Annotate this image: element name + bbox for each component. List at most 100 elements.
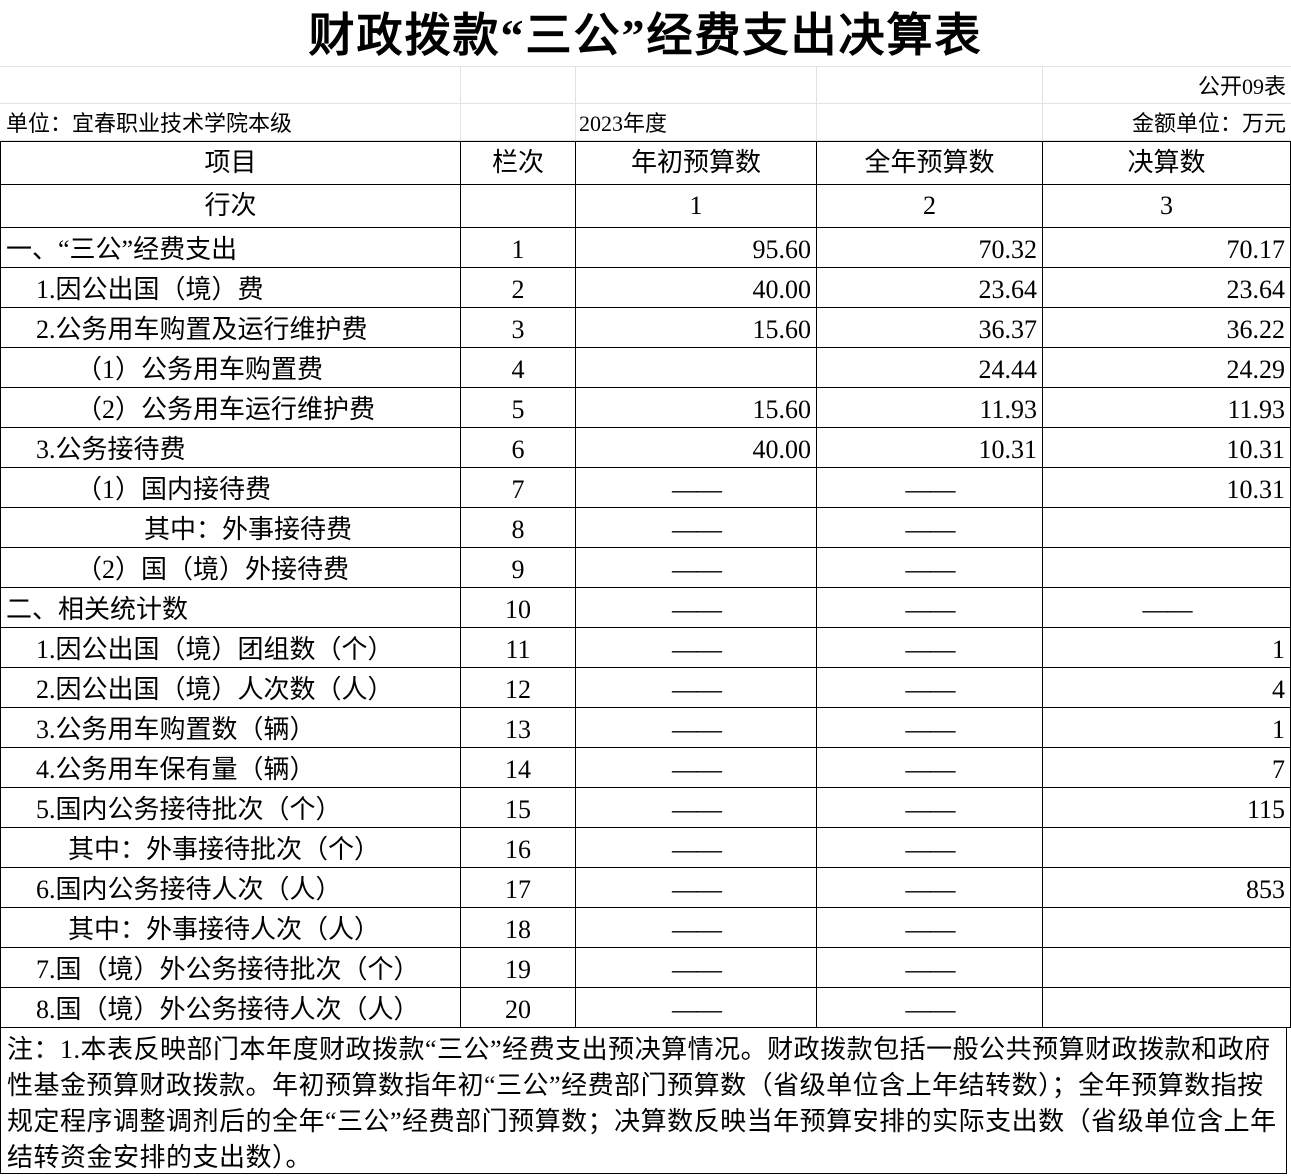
cell-annual-budget[interactable]: —— xyxy=(816,907,1043,948)
cell-item[interactable]: 3.公务用车购置数（辆） xyxy=(0,707,461,748)
cell-item[interactable]: 一、“三公”经费支出 xyxy=(0,227,461,268)
cell-initial-budget[interactable] xyxy=(575,347,817,388)
cell-final-accounts[interactable]: 1 xyxy=(1042,707,1291,748)
cell-annual-budget[interactable]: —— xyxy=(816,947,1043,988)
cell-final-accounts[interactable]: 23.64 xyxy=(1042,267,1291,308)
cell-annual-budget[interactable]: —— xyxy=(816,507,1043,548)
cell-final-accounts[interactable]: 853 xyxy=(1042,867,1291,908)
cell-annual-budget[interactable]: 70.32 xyxy=(816,227,1043,268)
cell-initial-budget[interactable]: —— xyxy=(575,747,817,788)
cell-annual-budget[interactable]: —— xyxy=(816,707,1043,748)
cell-initial-budget[interactable]: 15.60 xyxy=(575,387,817,428)
cell-initial-budget[interactable]: —— xyxy=(575,467,817,508)
cell-row-no[interactable]: 15 xyxy=(460,787,576,828)
cell-item[interactable]: 其中：外事接待费 xyxy=(0,507,461,548)
cell-row-no[interactable]: 8 xyxy=(460,507,576,548)
cell-annual-budget[interactable]: —— xyxy=(816,827,1043,868)
cell-item[interactable]: 2.公务用车购置及运行维护费 xyxy=(0,307,461,348)
cell-initial-budget[interactable]: —— xyxy=(575,667,817,708)
cell-final-accounts[interactable] xyxy=(1042,947,1291,988)
cell-item[interactable]: 5.国内公务接待批次（个） xyxy=(0,787,461,828)
cell-row-no[interactable]: 4 xyxy=(460,347,576,388)
cell-row-no[interactable]: 9 xyxy=(460,547,576,588)
cell-annual-budget[interactable]: —— xyxy=(816,467,1043,508)
cell-initial-budget[interactable]: —— xyxy=(575,547,817,588)
cell-final-accounts[interactable]: 1 xyxy=(1042,627,1291,668)
cell-row-no[interactable]: 18 xyxy=(460,907,576,948)
cell-initial-budget[interactable]: —— xyxy=(575,627,817,668)
cell-row-no[interactable]: 14 xyxy=(460,747,576,788)
cell-item[interactable]: 6.国内公务接待人次（人） xyxy=(0,867,461,908)
cell-row-no[interactable]: 20 xyxy=(460,987,576,1028)
cell-item[interactable]: 4.公务用车保有量（辆） xyxy=(0,747,461,788)
cell-initial-budget[interactable]: —— xyxy=(575,947,817,988)
cell-row-no[interactable]: 5 xyxy=(460,387,576,428)
cell-row-no[interactable]: 2 xyxy=(460,267,576,308)
cell-item[interactable]: 1.因公出国（境）费 xyxy=(0,267,461,308)
cell-item[interactable]: 8.国（境）外公务接待人次（人） xyxy=(0,987,461,1028)
cell-initial-budget[interactable]: —— xyxy=(575,787,817,828)
cell-annual-budget[interactable]: 24.44 xyxy=(816,347,1043,388)
cell-item[interactable]: 3.公务接待费 xyxy=(0,427,461,468)
cell-annual-budget[interactable]: 11.93 xyxy=(816,387,1043,428)
cell-row-no[interactable]: 12 xyxy=(460,667,576,708)
cell-annual-budget[interactable]: —— xyxy=(816,627,1043,668)
cell-row-no[interactable]: 16 xyxy=(460,827,576,868)
cell-final-accounts[interactable]: 11.93 xyxy=(1042,387,1291,428)
cell-initial-budget[interactable]: —— xyxy=(575,827,817,868)
cell-initial-budget[interactable]: 15.60 xyxy=(575,307,817,348)
cell-item[interactable]: （1）公务用车购置费 xyxy=(0,347,461,388)
cell-final-accounts[interactable]: —— xyxy=(1042,587,1291,628)
cell-item[interactable]: 二、相关统计数 xyxy=(0,587,461,628)
cell-row-no[interactable]: 6 xyxy=(460,427,576,468)
cell-final-accounts[interactable] xyxy=(1042,987,1291,1028)
cell-item[interactable]: （2）公务用车运行维护费 xyxy=(0,387,461,428)
cell-annual-budget[interactable]: —— xyxy=(816,987,1043,1028)
cell-initial-budget[interactable]: —— xyxy=(575,907,817,948)
cell-initial-budget[interactable]: 95.60 xyxy=(575,227,817,268)
cell-final-accounts[interactable]: 4 xyxy=(1042,667,1291,708)
cell-annual-budget[interactable]: —— xyxy=(816,547,1043,588)
cell-initial-budget[interactable]: 40.00 xyxy=(575,427,817,468)
cell-row-no[interactable]: 3 xyxy=(460,307,576,348)
cell-final-accounts[interactable]: 10.31 xyxy=(1042,427,1291,468)
cell-annual-budget[interactable]: —— xyxy=(816,747,1043,788)
cell-item[interactable]: 1.因公出国（境）团组数（个） xyxy=(0,627,461,668)
cell-final-accounts[interactable] xyxy=(1042,507,1291,548)
cell-final-accounts[interactable]: 115 xyxy=(1042,787,1291,828)
cell-annual-budget[interactable]: 36.37 xyxy=(816,307,1043,348)
cell-final-accounts[interactable]: 7 xyxy=(1042,747,1291,788)
cell-annual-budget[interactable]: —— xyxy=(816,787,1043,828)
cell-item[interactable]: （1）国内接待费 xyxy=(0,467,461,508)
cell-row-no[interactable]: 1 xyxy=(460,227,576,268)
cell-initial-budget[interactable]: —— xyxy=(575,707,817,748)
cell-final-accounts[interactable] xyxy=(1042,547,1291,588)
cell-annual-budget[interactable]: —— xyxy=(816,587,1043,628)
cell-annual-budget[interactable]: —— xyxy=(816,667,1043,708)
cell-item[interactable]: （2）国（境）外接待费 xyxy=(0,547,461,588)
cell-row-no[interactable]: 7 xyxy=(460,467,576,508)
cell-item[interactable]: 7.国（境）外公务接待批次（个） xyxy=(0,947,461,988)
cell-row-no[interactable]: 13 xyxy=(460,707,576,748)
cell-initial-budget[interactable]: —— xyxy=(575,507,817,548)
cell-final-accounts[interactable]: 36.22 xyxy=(1042,307,1291,348)
cell-annual-budget[interactable]: 10.31 xyxy=(816,427,1043,468)
cell-row-no[interactable]: 10 xyxy=(460,587,576,628)
cell-final-accounts[interactable]: 24.29 xyxy=(1042,347,1291,388)
cell-item[interactable]: 2.因公出国（境）人次数（人） xyxy=(0,667,461,708)
cell-final-accounts[interactable]: 10.31 xyxy=(1042,467,1291,508)
cell-final-accounts[interactable]: 70.17 xyxy=(1042,227,1291,268)
cell-final-accounts[interactable] xyxy=(1042,827,1291,868)
cell-row-no[interactable]: 11 xyxy=(460,627,576,668)
cell-initial-budget[interactable]: —— xyxy=(575,867,817,908)
cell-annual-budget[interactable]: —— xyxy=(816,867,1043,908)
cell-row-no[interactable]: 17 xyxy=(460,867,576,908)
cell-initial-budget[interactable]: 40.00 xyxy=(575,267,817,308)
cell-item[interactable]: 其中：外事接待批次（个） xyxy=(0,827,461,868)
cell-annual-budget[interactable]: 23.64 xyxy=(816,267,1043,308)
cell-final-accounts[interactable] xyxy=(1042,907,1291,948)
cell-initial-budget[interactable]: —— xyxy=(575,587,817,628)
cell-item[interactable]: 其中：外事接待人次（人） xyxy=(0,907,461,948)
cell-initial-budget[interactable]: —— xyxy=(575,987,817,1028)
cell-row-no[interactable]: 19 xyxy=(460,947,576,988)
